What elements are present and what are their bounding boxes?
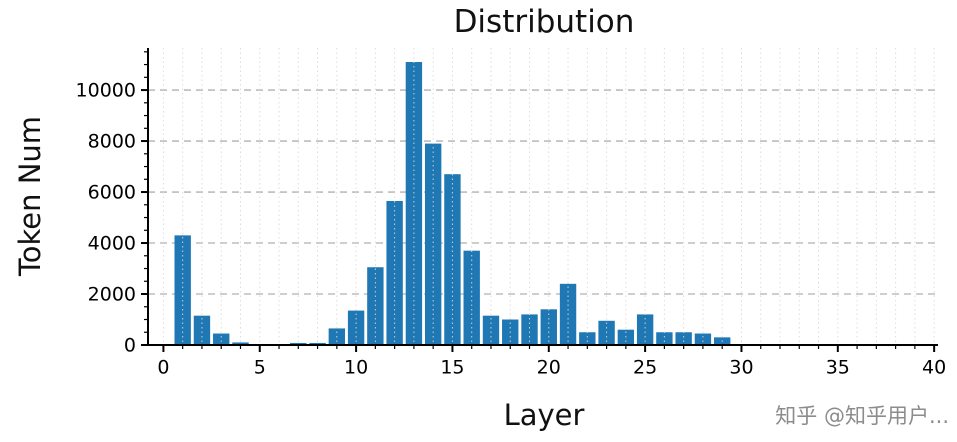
y-tick-label: 0 xyxy=(124,335,136,357)
y-tick-label: 6000 xyxy=(88,182,136,204)
bar xyxy=(386,200,403,345)
chart-title: Distribution xyxy=(453,4,635,40)
bar xyxy=(193,315,211,345)
bar xyxy=(213,333,230,345)
x-tick-label: 25 xyxy=(633,357,657,379)
x-tick-label: 30 xyxy=(729,357,753,379)
x-tick-label: 35 xyxy=(826,357,850,379)
y-axis-label: Token Num xyxy=(13,115,47,277)
bar xyxy=(521,314,538,345)
x-tick-label: 10 xyxy=(344,357,368,379)
x-axis-label: Layer xyxy=(503,398,585,432)
bar xyxy=(309,342,326,345)
y-tick-label: 8000 xyxy=(88,131,136,153)
x-tick-label: 15 xyxy=(440,357,464,379)
bar xyxy=(656,332,673,345)
bar xyxy=(463,250,480,345)
bar xyxy=(367,267,384,345)
y-tick-label: 4000 xyxy=(88,233,136,255)
watermark-text: 知乎 @知乎用户... xyxy=(775,404,949,428)
x-tick-label: 0 xyxy=(157,357,169,379)
bar xyxy=(579,332,596,345)
bar xyxy=(424,143,442,345)
bar xyxy=(232,342,249,345)
x-tick-label: 20 xyxy=(537,357,561,379)
x-tick-label: 5 xyxy=(254,357,266,379)
bar xyxy=(405,62,423,346)
y-tick-label: 10000 xyxy=(76,80,136,102)
bar xyxy=(694,333,712,345)
x-tick-label: 40 xyxy=(922,357,946,379)
bar xyxy=(636,314,654,345)
bar xyxy=(290,342,307,345)
y-tick-label: 2000 xyxy=(88,284,136,306)
bar xyxy=(482,315,500,345)
bar xyxy=(174,235,191,345)
bar xyxy=(675,332,692,345)
